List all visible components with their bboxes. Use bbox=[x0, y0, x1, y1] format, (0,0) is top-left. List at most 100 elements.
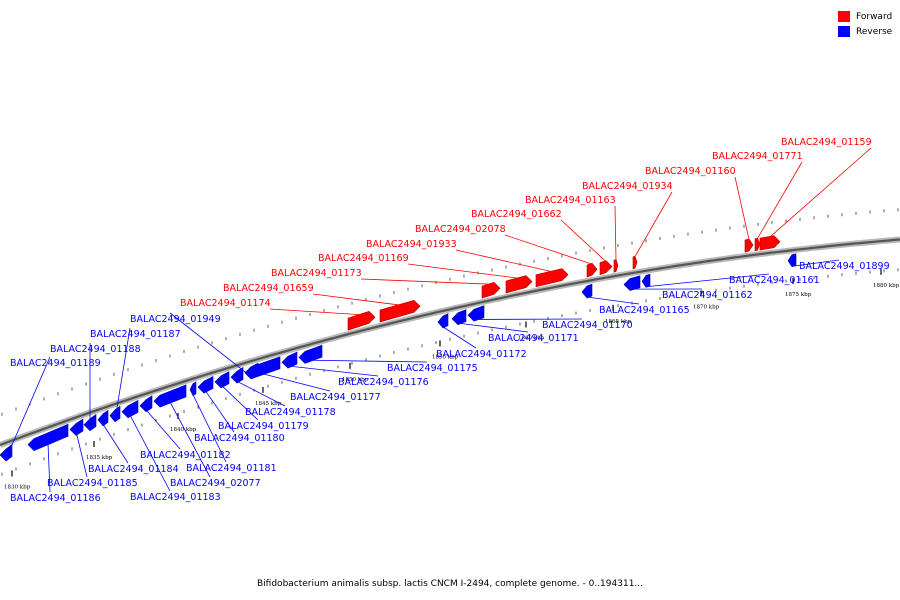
gene-reverse-arrow bbox=[298, 344, 323, 364]
gene-reverse-arrow bbox=[214, 371, 230, 389]
gene-label: BALAC2494_01171 bbox=[488, 333, 579, 344]
gene-label: BALAC2494_01169 bbox=[318, 253, 409, 264]
legend-forward: Forward bbox=[838, 9, 892, 24]
gene-reverse-arrow bbox=[623, 275, 641, 291]
gene-leader-line bbox=[76, 433, 88, 478]
reverse-swatch bbox=[838, 26, 850, 37]
gene-reverse-arrow bbox=[189, 381, 197, 397]
scale-label: 1850 kbp bbox=[342, 377, 369, 383]
gene-label: BALAC2494_01165 bbox=[599, 305, 690, 316]
gene-forward-arrow bbox=[347, 310, 376, 331]
gene-label: BALAC2494_01176 bbox=[338, 377, 429, 388]
backbone bbox=[0, 238, 900, 447]
gene-forward-arrow bbox=[586, 262, 598, 278]
gene-reverse-arrow bbox=[139, 395, 153, 413]
gene-label: BALAC2494_01189 bbox=[10, 358, 101, 369]
gene-label: BALAC2494_01188 bbox=[50, 344, 141, 355]
gene-label: BALAC2494_01159 bbox=[781, 137, 872, 148]
gene-reverse-arrow bbox=[467, 305, 485, 322]
gene-leader-line bbox=[560, 219, 607, 262]
gene-label: BALAC2494_01771 bbox=[712, 151, 803, 162]
gene-label: BALAC2494_01899 bbox=[799, 261, 890, 272]
gene-leader-line bbox=[47, 443, 51, 493]
gene-leader-line bbox=[169, 401, 211, 478]
gene-label: BALAC2494_02078 bbox=[415, 224, 506, 235]
gene-label: BALAC2494_01933 bbox=[366, 239, 457, 250]
scale-label: 1835 kbp bbox=[86, 455, 113, 461]
gene-forward-arrow bbox=[505, 275, 533, 294]
gene-label: BALAC2494_01174 bbox=[180, 298, 271, 309]
gene-leader-line bbox=[205, 390, 235, 433]
gene-reverse-arrow bbox=[97, 409, 109, 427]
gene-reverse-arrow bbox=[641, 273, 651, 288]
gene-label: BALAC2494_01183 bbox=[130, 492, 221, 503]
gene-label: BALAC2494_01172 bbox=[436, 349, 527, 360]
gene-label: BALAC2494_01662 bbox=[471, 209, 562, 220]
gene-leader-line bbox=[407, 263, 520, 279]
gene-reverse-arrow bbox=[197, 376, 214, 394]
gene-forward-arrow bbox=[599, 260, 613, 276]
gene-forward-arrow bbox=[535, 268, 569, 288]
gene-leader-line bbox=[757, 161, 803, 239]
gene-label: BALAC2494_01187 bbox=[90, 329, 181, 340]
gene-leader-line bbox=[169, 312, 252, 378]
gene-label: BALAC2494_01180 bbox=[194, 433, 285, 444]
gene-forward-arrow bbox=[379, 299, 421, 323]
gene-leader-line bbox=[221, 385, 259, 421]
gene-label: BALAC2494_02077 bbox=[170, 478, 261, 489]
gene-label: BALAC2494_01934 bbox=[582, 181, 673, 192]
scale-label: 1875 kbp bbox=[785, 292, 812, 298]
gene-leader-line bbox=[5, 356, 51, 459]
legend-forward-label: Forward bbox=[856, 11, 893, 22]
gene-label: BALAC2494_01179 bbox=[218, 421, 309, 432]
gene-label: BALAC2494_01173 bbox=[271, 268, 362, 279]
gene-forward-arrow bbox=[632, 255, 638, 270]
gene-leader-line bbox=[145, 409, 181, 450]
gene-leader-line bbox=[586, 296, 640, 305]
gene-label: BALAC2494_01186 bbox=[10, 493, 101, 504]
genome-caption: Bifidobacterium animalis subsp. lactis C… bbox=[257, 579, 643, 589]
gene-leader-line bbox=[236, 380, 286, 407]
scale-label: 1860 kbp bbox=[518, 335, 545, 341]
gene-label: BALAC2494_01178 bbox=[245, 407, 336, 418]
gene-reverse-arrow bbox=[27, 423, 69, 451]
gene-leader-line bbox=[312, 293, 401, 306]
gene-reverse-arrow bbox=[69, 418, 84, 436]
scale-label: 1880 kbp bbox=[873, 283, 900, 289]
gene-reverse-arrow bbox=[0, 443, 13, 462]
gene-reverse-arrow bbox=[153, 384, 187, 408]
gene-leader-line bbox=[614, 205, 617, 260]
gene-reverse-arrow bbox=[230, 366, 244, 384]
gene-leader-line bbox=[442, 326, 477, 349]
gene-forward-arrow bbox=[754, 237, 761, 252]
gene-leader-line bbox=[645, 273, 770, 288]
gene-label: BALAC2494_01163 bbox=[525, 195, 616, 206]
gene-forward-arrow bbox=[744, 238, 754, 253]
legend: Forward Reverse bbox=[838, 9, 892, 39]
gene-label: BALAC2494_01182 bbox=[140, 450, 231, 461]
gene-leader-line bbox=[791, 259, 840, 267]
gene-label: BALAC2494_01161 bbox=[729, 275, 820, 286]
gene-label: BALAC2494_01170 bbox=[542, 320, 633, 331]
scale-label: 1845 kbp bbox=[255, 401, 282, 407]
gene-reverse-arrow bbox=[281, 351, 298, 369]
gene-forward-arrow bbox=[481, 281, 501, 299]
gene-label: BALAC2494_01177 bbox=[290, 392, 381, 403]
scale-label: 1865 kbp bbox=[605, 319, 632, 325]
gene-leader-line bbox=[262, 373, 331, 392]
gene-label: BALAC2494_01185 bbox=[47, 478, 138, 489]
gene-leader-line bbox=[289, 365, 379, 377]
gene-leader-line bbox=[310, 359, 428, 363]
gene-label: BALAC2494_01160 bbox=[645, 166, 736, 177]
gene-forward-arrow bbox=[613, 259, 619, 273]
gene-leader-line bbox=[269, 308, 362, 316]
gene-leader-line bbox=[458, 322, 529, 333]
scale-label: 1855 kbp bbox=[432, 354, 459, 360]
gene-label: BALAC2494_01659 bbox=[223, 283, 314, 294]
gene-leader-line bbox=[129, 414, 171, 492]
gene-leader-line bbox=[192, 394, 227, 463]
gene-leader-line bbox=[634, 191, 673, 257]
gene-reverse-arrow bbox=[787, 253, 797, 268]
gene-leader-line bbox=[102, 423, 129, 464]
